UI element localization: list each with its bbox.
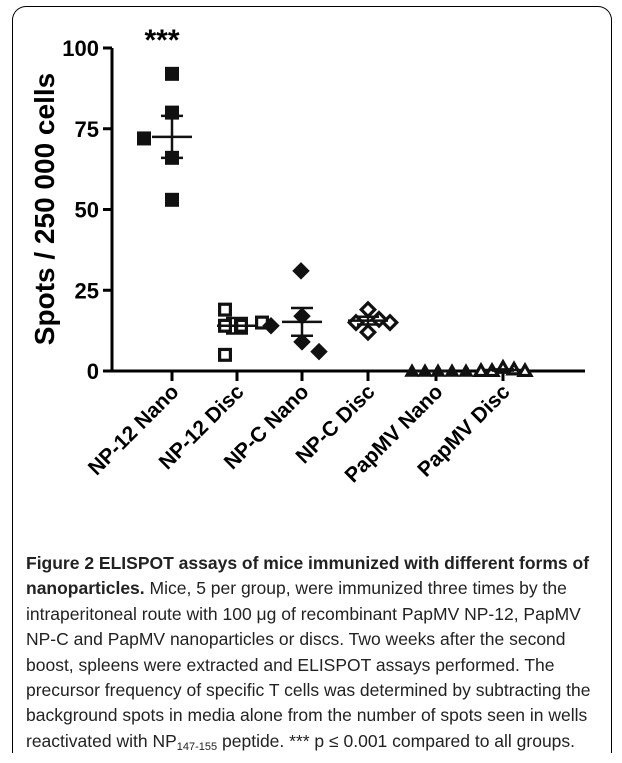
- data-point: [358, 323, 378, 342]
- data-point: [218, 347, 233, 362]
- caption-title: Figure 2 ELISPOT assays of mice immunize…: [26, 553, 590, 599]
- data-point: [218, 302, 233, 317]
- data-point: [404, 363, 420, 377]
- significance-annotation: ***: [144, 24, 179, 57]
- y-axis-label: Spots / 250 000 cells: [29, 73, 60, 345]
- data-point: [165, 192, 179, 207]
- y-tick-label: 50: [75, 198, 99, 223]
- data-point: [458, 363, 474, 377]
- data-point: [310, 342, 328, 361]
- y-tick-label: 75: [75, 117, 99, 142]
- figure-caption: Figure 2 ELISPOT assays of mice immunize…: [26, 551, 604, 760]
- data-point: [358, 300, 378, 319]
- caption-subscript: 147-155: [176, 740, 218, 753]
- data-point: [292, 262, 310, 280]
- data-point: [293, 333, 311, 351]
- y-tick-label: 0: [87, 359, 99, 384]
- caption-tail: peptide. *** p ≤ 0.001 compared to all g…: [217, 730, 576, 751]
- y-tick-label: 25: [75, 278, 99, 303]
- y-tick-label: 100: [62, 36, 99, 61]
- caption-body: Mice, 5 per group, were immunized three …: [26, 578, 591, 751]
- data-point: [137, 131, 151, 146]
- figure-frame: [12, 6, 612, 753]
- data-point: [262, 317, 280, 335]
- data-point: [165, 66, 179, 81]
